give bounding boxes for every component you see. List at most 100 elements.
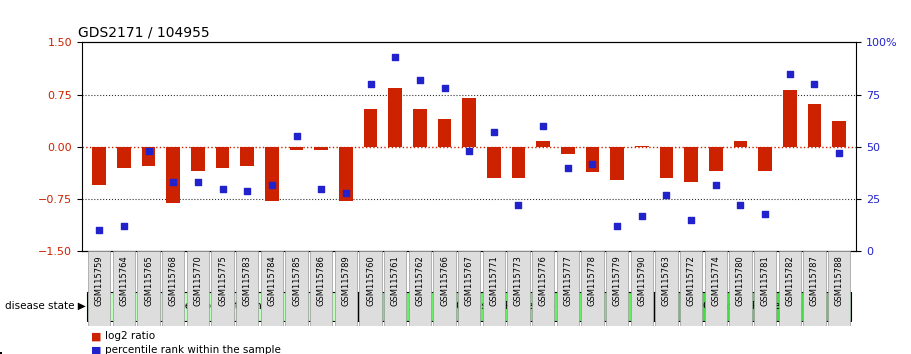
Bar bbox=[191, 147, 205, 171]
Bar bbox=[833, 121, 845, 147]
Point bbox=[634, 213, 649, 219]
Point bbox=[585, 161, 599, 166]
FancyBboxPatch shape bbox=[705, 251, 727, 326]
FancyBboxPatch shape bbox=[804, 251, 825, 326]
FancyBboxPatch shape bbox=[358, 292, 654, 321]
Text: GSM115782: GSM115782 bbox=[785, 255, 794, 306]
FancyBboxPatch shape bbox=[88, 251, 110, 326]
Text: GSM115788: GSM115788 bbox=[834, 255, 844, 306]
Text: GSM115778: GSM115778 bbox=[588, 255, 597, 306]
Bar bbox=[413, 109, 426, 147]
Point bbox=[684, 217, 699, 223]
FancyBboxPatch shape bbox=[285, 251, 308, 326]
Point bbox=[709, 182, 723, 187]
Point bbox=[462, 148, 476, 154]
Text: disease state ▶: disease state ▶ bbox=[5, 301, 86, 311]
Text: GSM115773: GSM115773 bbox=[514, 255, 523, 306]
Point bbox=[807, 81, 822, 87]
FancyBboxPatch shape bbox=[138, 251, 159, 326]
Point bbox=[437, 86, 452, 91]
Bar bbox=[388, 88, 402, 147]
Point bbox=[92, 228, 107, 233]
FancyBboxPatch shape bbox=[162, 251, 184, 326]
FancyBboxPatch shape bbox=[779, 251, 801, 326]
Point bbox=[117, 223, 131, 229]
Point bbox=[511, 202, 526, 208]
FancyBboxPatch shape bbox=[310, 251, 333, 326]
Text: GSM115763: GSM115763 bbox=[662, 255, 671, 306]
Text: log2 ratio: log2 ratio bbox=[105, 331, 155, 341]
Bar bbox=[808, 104, 821, 147]
FancyBboxPatch shape bbox=[483, 251, 505, 326]
Text: GDS2171 / 104955: GDS2171 / 104955 bbox=[78, 26, 210, 40]
Text: GSM115780: GSM115780 bbox=[736, 255, 745, 306]
Bar bbox=[463, 98, 476, 147]
Text: GSM115787: GSM115787 bbox=[810, 255, 819, 306]
FancyBboxPatch shape bbox=[557, 251, 578, 326]
Point bbox=[832, 150, 846, 156]
Bar bbox=[512, 147, 526, 178]
Bar bbox=[537, 141, 550, 147]
Text: GSM115781: GSM115781 bbox=[761, 255, 770, 306]
FancyBboxPatch shape bbox=[828, 251, 850, 326]
FancyBboxPatch shape bbox=[211, 251, 233, 326]
FancyBboxPatch shape bbox=[113, 251, 135, 326]
Text: percentile rank within the sample: percentile rank within the sample bbox=[105, 346, 281, 354]
FancyBboxPatch shape bbox=[409, 251, 431, 326]
Text: GSM115767: GSM115767 bbox=[465, 255, 474, 306]
Bar bbox=[684, 147, 698, 182]
Bar bbox=[437, 119, 451, 147]
Text: GSM115765: GSM115765 bbox=[144, 255, 153, 306]
Text: GSM115786: GSM115786 bbox=[317, 255, 326, 306]
FancyBboxPatch shape bbox=[334, 251, 357, 326]
FancyBboxPatch shape bbox=[606, 251, 629, 326]
FancyBboxPatch shape bbox=[532, 251, 554, 326]
Text: GSM115776: GSM115776 bbox=[538, 255, 548, 306]
Point bbox=[413, 77, 427, 83]
FancyBboxPatch shape bbox=[87, 292, 358, 321]
Bar bbox=[265, 147, 279, 201]
Point bbox=[733, 202, 748, 208]
Point bbox=[758, 211, 773, 217]
Text: GSM115761: GSM115761 bbox=[391, 255, 400, 306]
FancyBboxPatch shape bbox=[630, 251, 653, 326]
Point bbox=[290, 133, 304, 139]
FancyBboxPatch shape bbox=[730, 251, 752, 326]
Bar bbox=[733, 141, 747, 147]
FancyBboxPatch shape bbox=[236, 251, 259, 326]
Point bbox=[486, 130, 501, 135]
Bar bbox=[660, 147, 673, 178]
Text: GSM115784: GSM115784 bbox=[267, 255, 276, 306]
FancyBboxPatch shape bbox=[655, 251, 678, 326]
Bar bbox=[314, 147, 328, 150]
Point bbox=[264, 182, 279, 187]
Text: GSM115760: GSM115760 bbox=[366, 255, 375, 306]
Bar bbox=[339, 147, 353, 201]
Point bbox=[314, 186, 329, 192]
Bar bbox=[118, 147, 130, 168]
Point bbox=[363, 81, 378, 87]
Text: GSM115774: GSM115774 bbox=[711, 255, 721, 306]
Text: ■: ■ bbox=[91, 331, 102, 341]
Text: ■: ■ bbox=[91, 346, 102, 354]
Text: GSM115770: GSM115770 bbox=[193, 255, 202, 306]
Text: GSM115783: GSM115783 bbox=[242, 255, 251, 306]
FancyBboxPatch shape bbox=[581, 251, 604, 326]
Bar bbox=[610, 147, 624, 180]
Text: GSM115790: GSM115790 bbox=[638, 255, 646, 306]
FancyBboxPatch shape bbox=[754, 251, 776, 326]
Bar bbox=[93, 147, 106, 185]
Point bbox=[609, 223, 624, 229]
Bar bbox=[290, 147, 303, 150]
FancyBboxPatch shape bbox=[360, 251, 382, 326]
Bar bbox=[216, 147, 230, 168]
Point bbox=[166, 179, 180, 185]
FancyBboxPatch shape bbox=[384, 251, 406, 326]
Text: Gleason Pattern 4: Gleason Pattern 4 bbox=[456, 301, 556, 311]
Bar bbox=[586, 147, 599, 172]
Bar bbox=[363, 109, 377, 147]
Point bbox=[190, 179, 205, 185]
Bar bbox=[635, 145, 649, 147]
Point bbox=[783, 71, 797, 76]
FancyBboxPatch shape bbox=[458, 251, 480, 326]
